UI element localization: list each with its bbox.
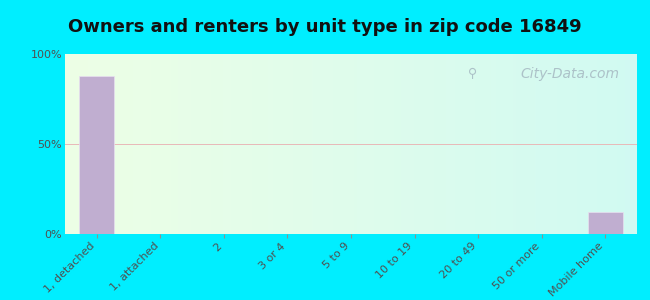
Text: City-Data.com: City-Data.com bbox=[521, 67, 620, 81]
Text: Owners and renters by unit type in zip code 16849: Owners and renters by unit type in zip c… bbox=[68, 18, 582, 36]
Text: ⚲: ⚲ bbox=[468, 67, 477, 80]
Bar bbox=[79, 76, 114, 234]
Bar bbox=[588, 212, 623, 234]
